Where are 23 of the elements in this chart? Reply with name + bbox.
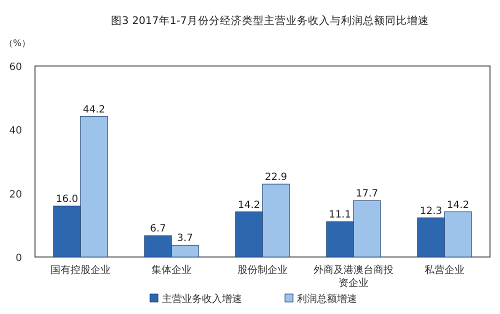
x-tick-label: 外商及港澳台商投资企业	[314, 264, 394, 289]
legend-label: 主营业务收入增速	[162, 293, 242, 305]
data-label: 12.3	[420, 206, 442, 217]
y-axis-title: （%）	[4, 39, 31, 49]
y-tick-label: 60	[9, 62, 22, 73]
legend-label: 利润总额增速	[297, 293, 357, 305]
data-label: 11.1	[328, 210, 352, 221]
data-label: 6.7	[150, 224, 166, 235]
data-label: 44.2	[82, 104, 106, 116]
y-tick-label: 40	[9, 126, 22, 137]
data-label: 3.7	[177, 233, 193, 244]
x-tick-label: 私营企业	[424, 264, 464, 276]
x-tick-label: 股份制企业	[238, 264, 288, 276]
data-label: 14.2	[238, 200, 260, 211]
y-tick-label: 0	[16, 253, 22, 264]
data-label: 22.9	[264, 172, 288, 184]
x-tick-label: 国有控股企业	[50, 264, 110, 276]
data-label: 16.0	[56, 194, 78, 206]
data-label: 14.2	[446, 200, 470, 211]
chart-title: 图3 2017年1-7月份分经济类型主营业务收入与利润总额同比增速	[111, 14, 429, 27]
y-tick-label: 20	[9, 189, 22, 200]
x-tick-label: 集体企业	[152, 264, 192, 276]
data-label: 17.7	[356, 188, 378, 200]
